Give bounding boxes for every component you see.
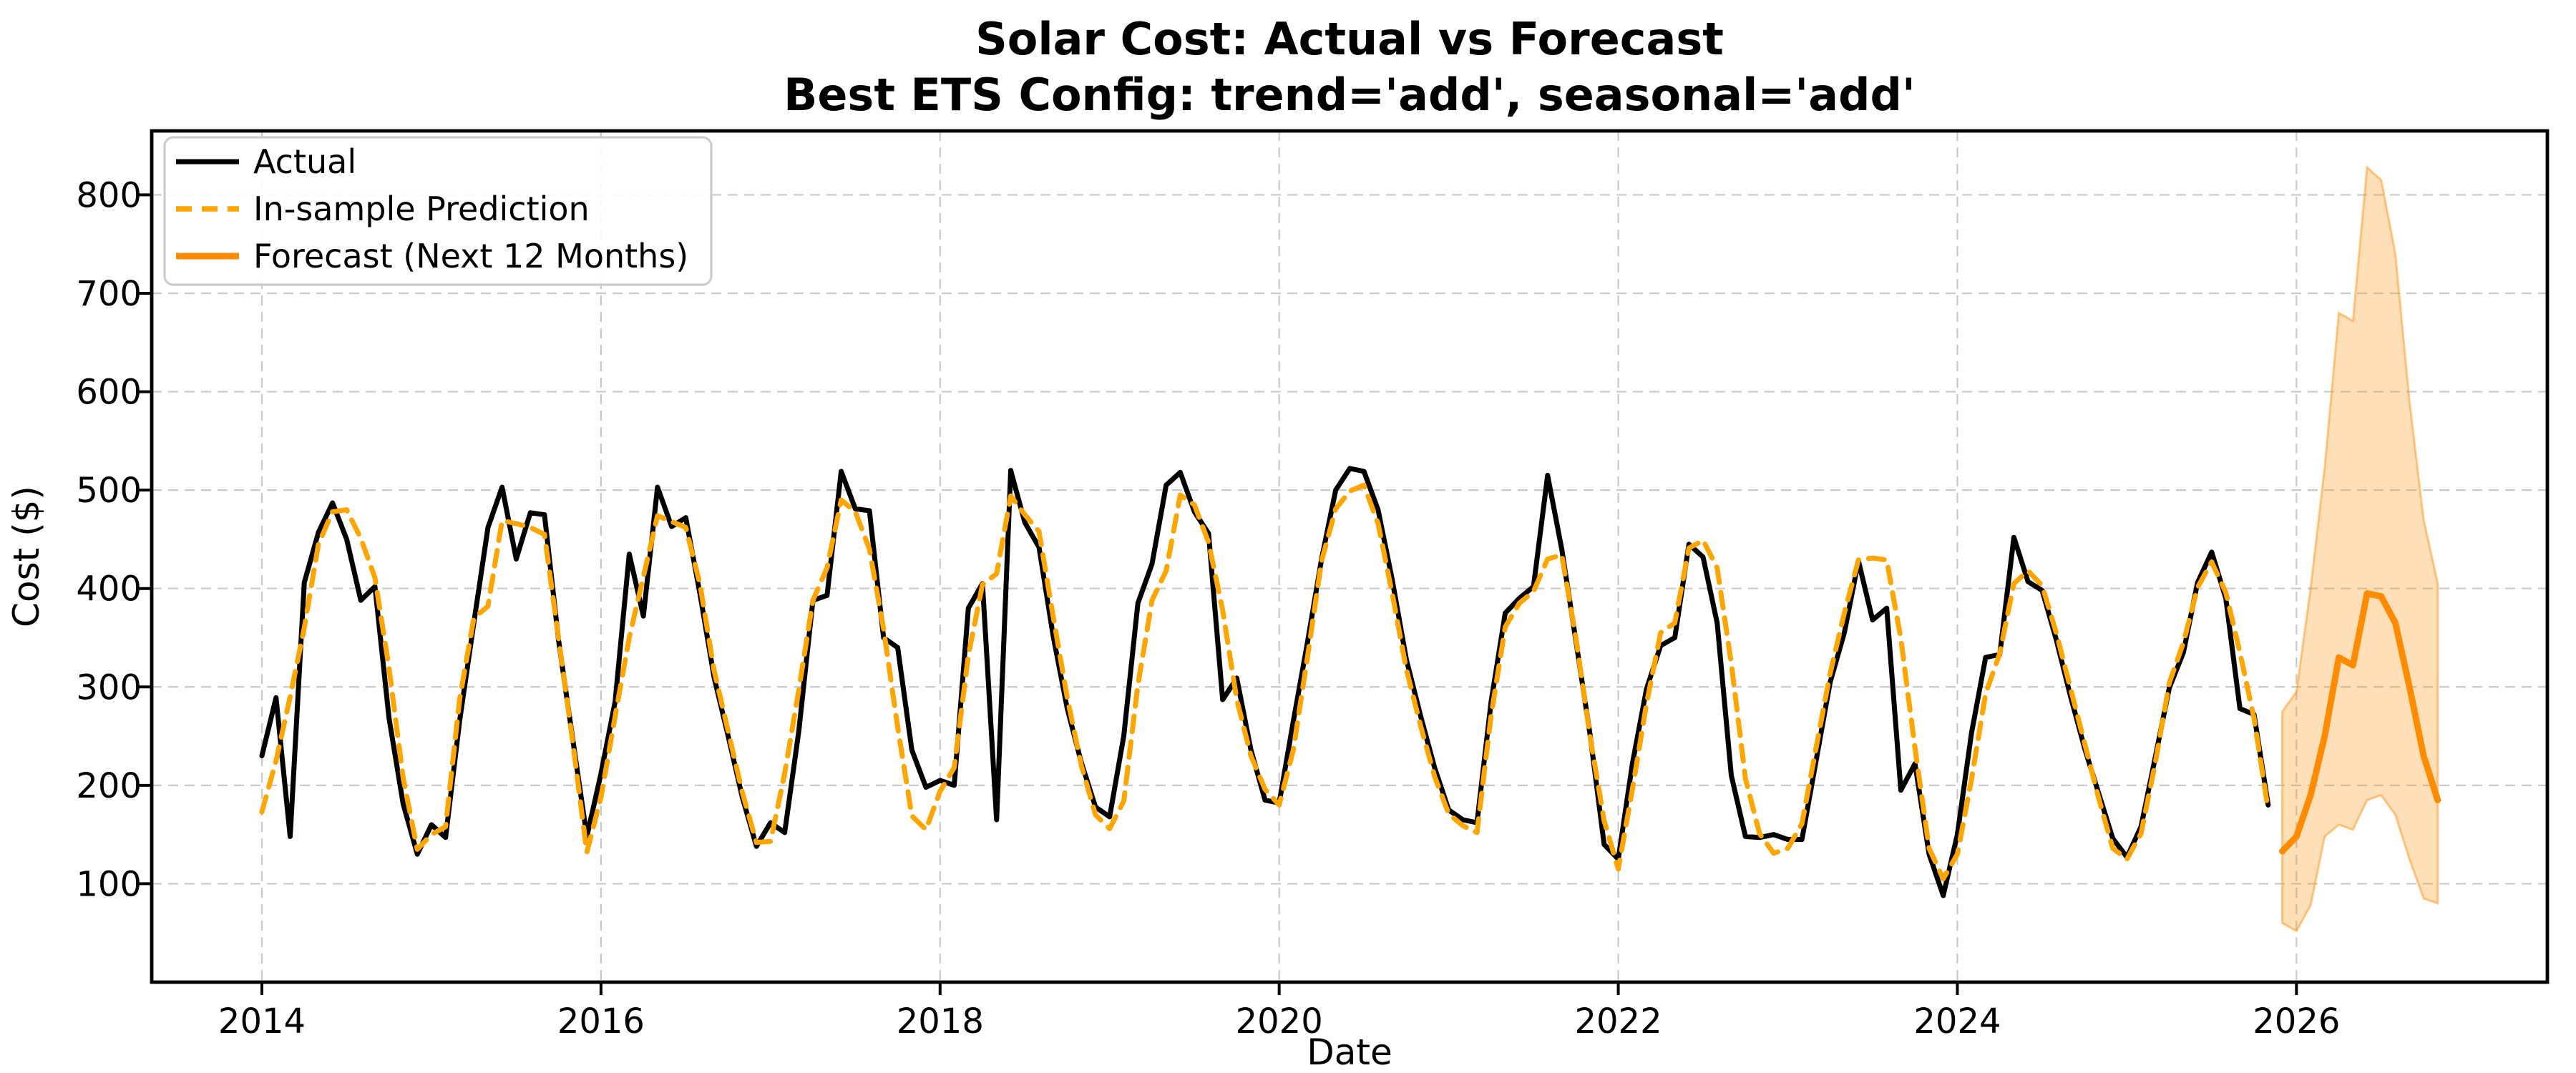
axis-layer: 2014 2016 2018 2020 2022 2024 2026 100 200 300 400… [76,175,2340,1042]
x-tick-label-2026: 2026 [2253,1001,2340,1042]
legend: Actual In-sample Prediction Forecast (Ne… [163,136,713,286]
x-tick-label-2016: 2016 [557,1001,645,1042]
x-tick-label-2020: 2020 [1236,1001,1323,1042]
actual-series-line [259,466,2271,898]
y-tick-label-500: 500 [76,471,142,511]
y-axis-label: Cost ($) [6,486,47,627]
legend-item-forecast: Forecast (Next 12 Months) [176,237,688,275]
y-tick-label-600: 600 [76,373,142,413]
legend-item-actual: Actual [176,142,356,181]
y-tick-label-100: 100 [76,864,142,904]
x-tick-label-2024: 2024 [1913,1001,2001,1042]
forecast-next-12-months-series-line [2279,590,2441,855]
x-tick-label-2014: 2014 [218,1001,306,1042]
chart-title: Solar Cost: Actual vs Forecast [975,13,1724,65]
series-layer [259,165,2441,933]
y-tick-label-800: 800 [76,175,142,215]
plot-border [150,129,2550,984]
x-tick-label-2018: 2018 [897,1001,984,1042]
y-tick-label-400: 400 [76,569,142,609]
legend-item-prediction: In-sample Prediction [176,190,590,228]
legend-label-actual: Actual [253,142,356,181]
x-tick-label-2022: 2022 [1574,1001,1662,1042]
in-sample-prediction-series-line [259,482,2271,882]
legend-box [163,136,713,286]
legend-label-prediction: In-sample Prediction [253,190,590,228]
y-tick-label-200: 200 [76,766,142,806]
legend-label-forecast: Forecast (Next 12 Months) [253,237,688,275]
y-tick-label-300: 300 [76,667,142,707]
chart-subtitle: Best ETS Config: trend='add', seasonal='… [784,69,1916,121]
x-axis-label: Date [1307,1032,1392,1073]
y-tick-label-700: 700 [76,274,142,314]
